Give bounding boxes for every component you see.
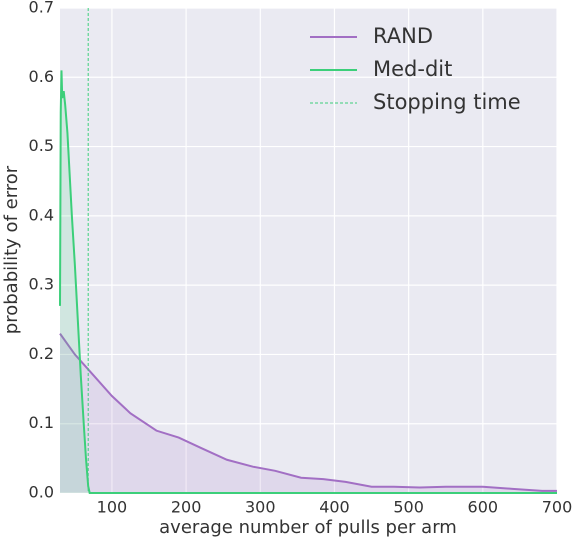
y-tick-label: 0.7 [29,0,54,17]
x-tick-label: 100 [97,498,128,517]
x-axis-label: average number of pulls per arm [159,517,457,538]
legend-label: Med-dit [373,57,452,81]
y-tick-label: 0.3 [29,275,54,294]
y-tick-label: 0.0 [29,483,54,502]
x-tick-label: 200 [171,498,202,517]
line [59,70,557,494]
plot-area [60,8,557,493]
y-tick-label: 0.2 [29,344,54,363]
x-tick-label: 300 [245,498,276,517]
x-tick-label: 500 [393,498,424,517]
x-tick-label: 400 [319,498,350,517]
legend-label: Stopping time [373,90,521,114]
line [59,333,557,492]
y-axis-label: probability of error [1,165,22,334]
y-tick-label: 0.4 [29,205,54,224]
x-tick-label: 600 [468,498,499,517]
y-tick-label: 0.5 [29,136,54,155]
y-tick-label: 0.6 [29,67,54,86]
legend-label: RAND [373,24,433,48]
x-tick-label: 700 [542,498,573,517]
y-tick-label: 0.1 [29,413,54,432]
area-fill [60,333,557,493]
